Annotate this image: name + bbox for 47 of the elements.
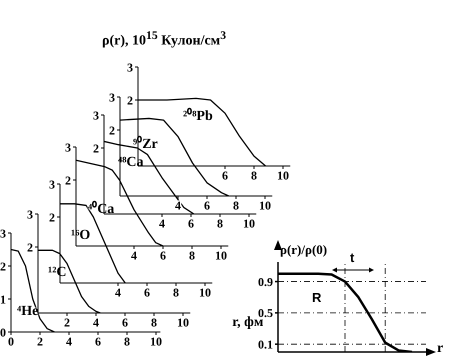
x-tick-label: 10: [150, 334, 162, 349]
x-tick-label: 4: [159, 216, 165, 231]
x-tick-label: 4: [93, 316, 99, 330]
x-tick-label: 10: [243, 216, 255, 231]
y-tick-label: 3: [65, 140, 71, 154]
series-label: ⁴He: [17, 304, 38, 320]
x-tick-label: 8: [124, 334, 130, 349]
y-tick-label: 3: [109, 90, 115, 104]
series-label: ²⁰⁸Pb: [183, 106, 213, 125]
x-tick-label: 8: [233, 198, 239, 213]
x-tick-label: 8: [151, 316, 157, 330]
x-tick-label: 4: [66, 334, 72, 349]
x-tick-label: 10: [259, 198, 271, 213]
x-tick-label: 2: [37, 334, 43, 349]
x-tick-label: 6: [222, 168, 228, 183]
x-tick-label: 6: [122, 316, 128, 330]
y-tick-label: 2: [0, 259, 6, 274]
x-tick-label: 8: [189, 248, 195, 263]
x-tick-label: 8: [217, 216, 223, 231]
x-tick-label: 10: [277, 168, 289, 183]
x-tick-label: 4: [115, 286, 121, 300]
annotation: R: [312, 290, 322, 305]
y-tick-label: 0: [0, 325, 6, 340]
y-tick-label: 1: [0, 292, 6, 306]
y-tick-label: 0.9: [258, 274, 273, 289]
x-axis-title: r: [437, 341, 444, 357]
x-tick-label: 8: [173, 286, 179, 300]
y-axis-title: ρ(r), 10$^{15}$ Кулон/см$^{3}$: [102, 29, 226, 50]
x-tick-label: 8: [251, 168, 257, 183]
x-tick-label: 6: [160, 248, 166, 263]
y-tick-label: 3: [49, 177, 55, 192]
y-tick-label: 3: [27, 207, 33, 222]
y-tick-label: 3: [0, 226, 6, 240]
x-tick-label: 10: [177, 316, 189, 330]
x-tick-label: 6: [144, 286, 150, 300]
x-tick-label: 10: [215, 248, 227, 263]
x-tick-label: 10: [199, 286, 211, 300]
annotation: t: [350, 250, 354, 265]
x-tick-label: 4: [131, 248, 137, 263]
y-tick-label: 3: [93, 108, 99, 122]
x-tick-label: 4: [175, 198, 181, 213]
x-tick-label: 6: [188, 216, 194, 231]
y-tick-label: 3: [127, 60, 133, 74]
x-tick-label: 6: [94, 334, 101, 349]
y-axis-title: ρ(r)/ρ(0): [280, 242, 328, 258]
x-tick-label: 6: [204, 198, 210, 213]
y-tick-label: 0.1: [258, 337, 273, 352]
